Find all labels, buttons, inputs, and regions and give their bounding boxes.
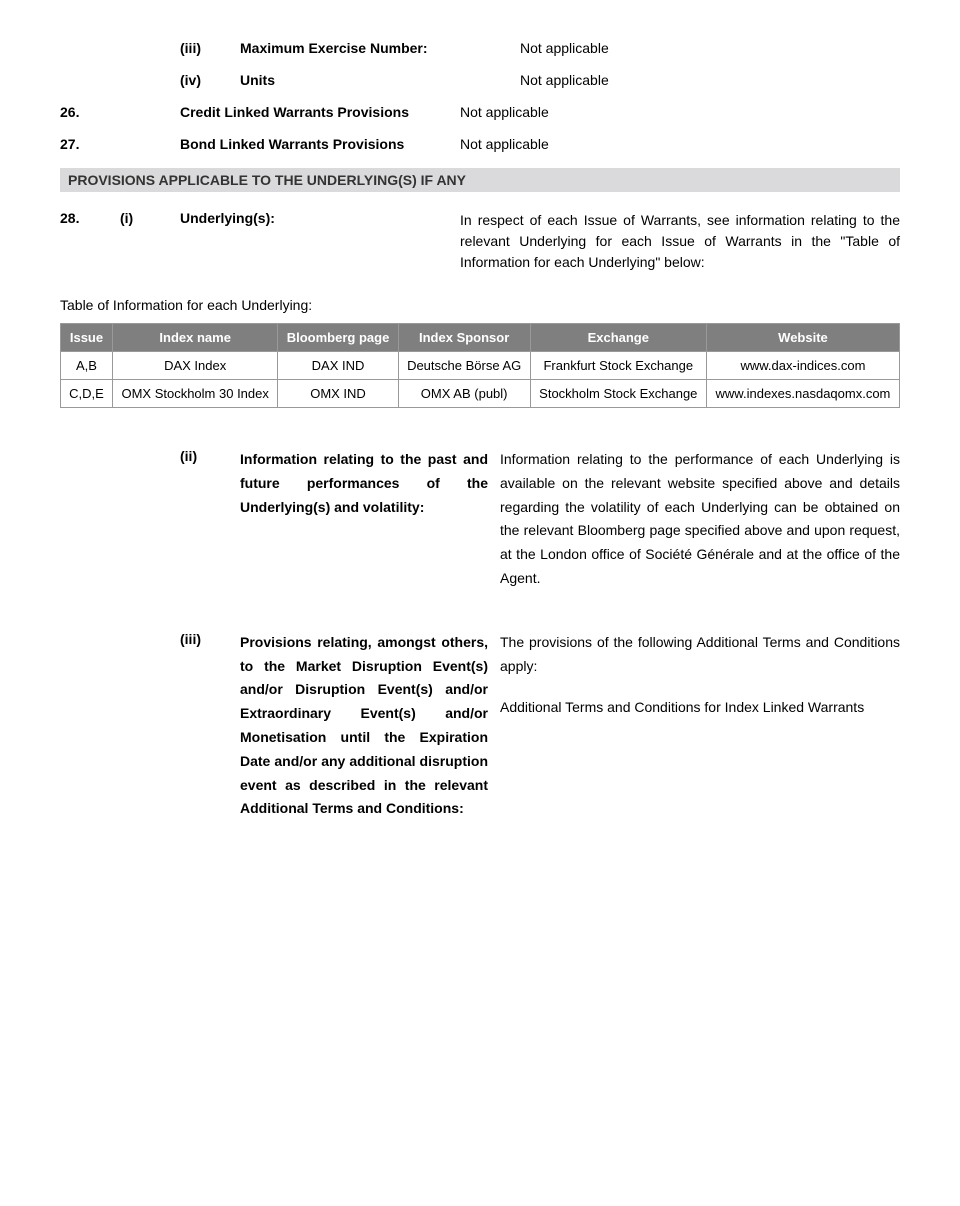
th-issue: Issue bbox=[61, 324, 113, 352]
item-26: 26. Credit Linked Warrants Provisions No… bbox=[60, 104, 900, 120]
table-row: C,D,E OMX Stockholm 30 Index OMX IND OMX… bbox=[61, 380, 900, 408]
cell: A,B bbox=[61, 352, 113, 380]
item-28-iii-val-p1: The provisions of the following Addition… bbox=[500, 631, 900, 679]
cell: www.dax-indices.com bbox=[706, 352, 899, 380]
item-iv-val: Not applicable bbox=[520, 72, 900, 88]
table-header-row: Issue Index name Bloomberg page Index Sp… bbox=[61, 324, 900, 352]
table-row: A,B DAX Index DAX IND Deutsche Börse AG … bbox=[61, 352, 900, 380]
cell: www.indexes.nasdaqomx.com bbox=[706, 380, 899, 408]
item-28: 28. (i) Underlying(s): In respect of eac… bbox=[60, 210, 900, 273]
item-iii: (iii) Maximum Exercise Number: Not appli… bbox=[60, 40, 900, 56]
item-26-label: Credit Linked Warrants Provisions bbox=[180, 104, 460, 120]
item-27-val: Not applicable bbox=[460, 136, 900, 152]
item-iv: (iv) Units Not applicable bbox=[60, 72, 900, 88]
cell: C,D,E bbox=[61, 380, 113, 408]
item-28-iii-val-p2: Additional Terms and Conditions for Inde… bbox=[500, 696, 900, 720]
th-exchange: Exchange bbox=[530, 324, 706, 352]
item-iv-num: (iv) bbox=[180, 72, 240, 88]
cell: DAX IND bbox=[278, 352, 398, 380]
item-28-label: Underlying(s): bbox=[180, 210, 460, 273]
cell: Deutsche Börse AG bbox=[398, 352, 530, 380]
cell: DAX Index bbox=[112, 352, 277, 380]
cell: OMX AB (publ) bbox=[398, 380, 530, 408]
item-28-ii-label: Information relating to the past and fut… bbox=[240, 448, 500, 591]
th-index-name: Index name bbox=[112, 324, 277, 352]
th-sponsor: Index Sponsor bbox=[398, 324, 530, 352]
item-27: 27. Bond Linked Warrants Provisions Not … bbox=[60, 136, 900, 152]
item-27-num: 27. bbox=[60, 136, 120, 152]
item-28-sub: (i) bbox=[120, 210, 180, 273]
section-header-provisions: PROVISIONS APPLICABLE TO THE UNDERLYING(… bbox=[60, 168, 900, 192]
item-iii-num: (iii) bbox=[180, 40, 240, 56]
item-28-iii-val: The provisions of the following Addition… bbox=[500, 631, 900, 821]
item-28-ii-num: (ii) bbox=[60, 448, 240, 591]
cell: Stockholm Stock Exchange bbox=[530, 380, 706, 408]
item-28-iii: (iii) Provisions relating, amongst other… bbox=[60, 631, 900, 821]
th-website: Website bbox=[706, 324, 899, 352]
underlying-table: Issue Index name Bloomberg page Index Sp… bbox=[60, 323, 900, 408]
item-28-iii-label: Provisions relating, amongst others, to … bbox=[240, 631, 500, 821]
item-iv-label: Units bbox=[240, 72, 520, 88]
cell: OMX IND bbox=[278, 380, 398, 408]
item-iii-label: Maximum Exercise Number: bbox=[240, 40, 520, 56]
item-26-num: 26. bbox=[60, 104, 120, 120]
cell: Frankfurt Stock Exchange bbox=[530, 352, 706, 380]
item-28-val: In respect of each Issue of Warrants, se… bbox=[460, 210, 900, 273]
th-bloomberg: Bloomberg page bbox=[278, 324, 398, 352]
item-iii-val: Not applicable bbox=[520, 40, 900, 56]
cell: OMX Stockholm 30 Index bbox=[112, 380, 277, 408]
item-28-ii-val: Information relating to the performance … bbox=[500, 448, 900, 591]
item-28-iii-num: (iii) bbox=[60, 631, 240, 821]
item-28-num: 28. bbox=[60, 210, 120, 273]
table-caption: Table of Information for each Underlying… bbox=[60, 297, 900, 313]
item-27-label: Bond Linked Warrants Provisions bbox=[180, 136, 460, 152]
item-28-ii: (ii) Information relating to the past an… bbox=[60, 448, 900, 591]
item-26-val: Not applicable bbox=[460, 104, 900, 120]
